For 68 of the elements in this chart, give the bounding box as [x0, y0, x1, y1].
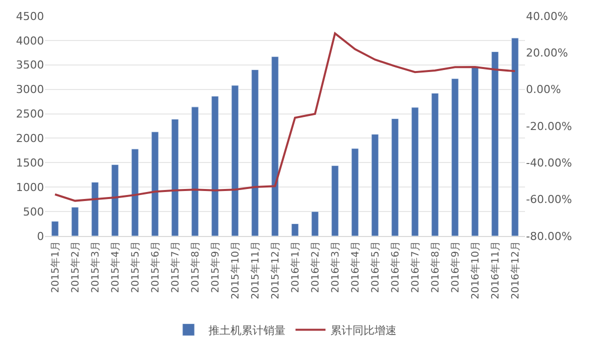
- y-tick-label: 0: [37, 230, 44, 243]
- bar: [491, 51, 499, 236]
- x-tick-label: 2016年1月: [289, 241, 302, 293]
- bar: [431, 92, 439, 236]
- y2-tick-label: 0.00%: [526, 83, 561, 96]
- y-tick-label: 1500: [16, 156, 44, 170]
- x-tick-label: 2015年12月: [269, 241, 282, 300]
- bar: [131, 148, 139, 236]
- y2-tick-label: 20.00%: [526, 46, 568, 60]
- bar: [351, 148, 359, 236]
- x-tick-label: 2015年5月: [129, 241, 142, 293]
- x-tick-label: 2015年3月: [89, 241, 102, 293]
- bar: [231, 85, 239, 236]
- y-tick-label: 2000: [16, 132, 44, 146]
- bar: [391, 118, 399, 236]
- bar: [251, 70, 259, 236]
- x-tick-label: 2015年2月: [69, 241, 82, 293]
- bar: [311, 211, 319, 236]
- y2-tick-label: -60.00%: [526, 193, 572, 206]
- x-tick-label: 2016年4月: [349, 241, 362, 293]
- x-tick-label: 2016年3月: [329, 241, 342, 293]
- y2-tick-label: -40.00%: [526, 156, 572, 170]
- bar: [111, 164, 119, 236]
- legend-label: 累计同比增速: [330, 324, 396, 337]
- bar: [451, 78, 459, 236]
- bar: [271, 56, 279, 236]
- bar: [51, 221, 59, 236]
- x-tick-label: 2016年12月: [509, 241, 522, 300]
- x-tick-label: 2016年11月: [489, 241, 502, 300]
- y-tick-label: 4000: [16, 34, 44, 48]
- x-tick-label: 2016年8月: [429, 241, 442, 293]
- bar: [91, 182, 99, 236]
- bar: [171, 118, 179, 236]
- x-tick-label: 2016年10月: [469, 241, 482, 300]
- bar: [511, 38, 519, 236]
- x-tick-label: 2015年4月: [109, 241, 122, 293]
- y-tick-label: 4500: [16, 10, 44, 23]
- x-tick-label: 2016年5月: [369, 241, 382, 293]
- bar: [331, 165, 339, 236]
- bar: [151, 132, 159, 236]
- x-tick-label: 2016年2月: [309, 241, 322, 293]
- y2-tick-label: -20.00%: [526, 120, 572, 133]
- bar: [411, 107, 419, 236]
- line-series: [54, 32, 516, 202]
- y2-tick-label: 40.00%: [526, 10, 568, 23]
- x-tick-label: 2016年9月: [449, 241, 462, 293]
- x-tick-label: 2016年6月: [389, 241, 402, 293]
- x-tick-label: 2015年10月: [229, 241, 242, 300]
- bar: [371, 134, 379, 236]
- x-tick-label: 2015年1月: [49, 241, 62, 293]
- legend-label: 推土机累计销量: [208, 324, 286, 337]
- x-tick-label: 2015年7月: [169, 241, 182, 293]
- y-tick-label: 500: [23, 205, 44, 218]
- y-tick-label: 3000: [16, 83, 44, 96]
- x-tick-label: 2015年8月: [189, 241, 202, 293]
- y-tick-label: 3500: [16, 58, 44, 72]
- y-tick-label: 2500: [16, 108, 44, 121]
- bar: [211, 96, 219, 236]
- y-tick-label: 1000: [16, 180, 44, 194]
- x-tick-label: 2016年7月: [409, 241, 422, 293]
- y2-tick-label: -80.00%: [526, 230, 572, 243]
- x-tick-label: 2015年6月: [149, 241, 162, 293]
- x-tick-label: 2015年11月: [249, 241, 262, 300]
- bar: [291, 224, 299, 236]
- bar: [191, 106, 199, 236]
- bar: [471, 66, 479, 236]
- x-tick-label: 2015年9月: [209, 241, 222, 293]
- bar: [71, 206, 79, 236]
